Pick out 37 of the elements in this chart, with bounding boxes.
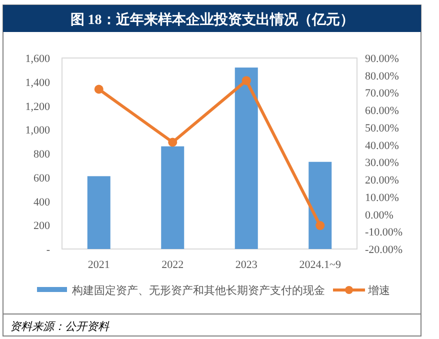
legend-label: 构建固定资产、无形资产和其他长期资产支付的现金	[71, 284, 325, 297]
point	[316, 221, 325, 230]
x-tick-label: 2024.1~9	[299, 259, 342, 271]
y-tick-label: 1,600	[25, 53, 50, 65]
legend-label: 增速	[367, 284, 390, 297]
point	[94, 84, 104, 94]
y2-tick-label: 20.00%	[365, 174, 399, 187]
y2-tick-label: 90.00%	[365, 53, 399, 65]
y-tick-label: 800	[34, 148, 50, 160]
y-tick-label: -	[46, 244, 50, 256]
x-tick-label: 2022	[162, 259, 184, 271]
y-tick-label: 400	[34, 196, 50, 208]
y2-tick-label: 40.00%	[365, 140, 399, 152]
y2-tick-label: 0.00%	[365, 209, 394, 222]
y-tick-label: 1,200	[25, 100, 50, 113]
y-tick-label: 200	[34, 220, 50, 232]
y2-tick-label: -10.00%	[365, 226, 403, 239]
y2-tick-label: 70.00%	[365, 88, 399, 100]
x-tick-label: 2023	[235, 259, 258, 271]
y2-tick-label: 30.00%	[365, 157, 399, 170]
x-tick-label: 2021	[88, 259, 110, 271]
y2-tick-label: -20.00%	[365, 244, 403, 256]
y-tick-label: 1,000	[25, 124, 50, 137]
chart-title: 图 18：近年来样本企业投资支出情况（亿元）	[70, 11, 354, 28]
y2-tick-label: 60.00%	[365, 105, 399, 118]
text: 资料来源：公开资料	[10, 320, 110, 333]
bar	[161, 146, 184, 249]
y-tick-label: 1,400	[25, 76, 50, 89]
y2-tick-label: 50.00%	[365, 122, 399, 134]
bar	[87, 176, 110, 249]
y2-tick-label: 10.00%	[365, 192, 399, 204]
bar	[308, 162, 332, 249]
point	[242, 76, 251, 86]
y2-tick-label: 80.00%	[365, 70, 399, 82]
y-tick-label: 600	[34, 172, 50, 184]
bar	[234, 68, 258, 249]
point	[168, 138, 178, 147]
